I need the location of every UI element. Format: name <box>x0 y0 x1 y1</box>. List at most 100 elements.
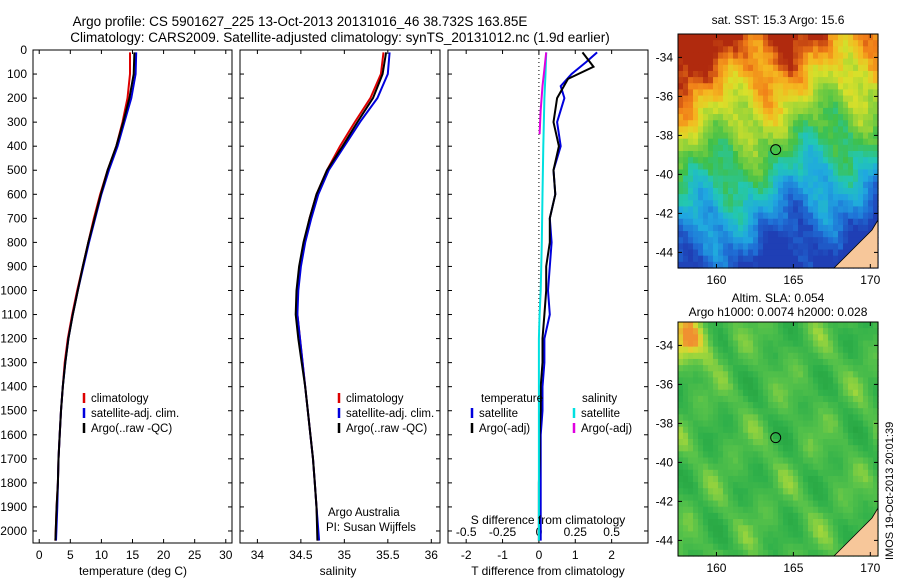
map-cell <box>758 243 764 251</box>
map-cell <box>778 83 784 91</box>
map-cell <box>733 488 739 496</box>
map-cell <box>778 475 784 483</box>
map-cell <box>738 58 744 66</box>
map-cell <box>728 126 734 134</box>
map-cell <box>713 138 719 146</box>
map-cell <box>688 194 694 201</box>
map-cell <box>848 494 854 502</box>
map-cell <box>723 144 729 152</box>
series-line <box>538 52 548 135</box>
map-cell <box>833 383 839 391</box>
map-cell <box>708 224 714 232</box>
map-cell <box>818 114 824 121</box>
map-cell <box>843 340 849 348</box>
map-cell <box>863 352 869 360</box>
map-cell <box>708 328 714 335</box>
map-cell <box>693 218 699 226</box>
map-cell <box>783 77 789 84</box>
map-cell <box>808 132 814 140</box>
map-cell <box>743 537 749 545</box>
map-cell <box>748 114 754 121</box>
map-cell <box>738 494 744 502</box>
map-cell <box>853 494 859 502</box>
map-cell <box>693 463 699 471</box>
map-cell <box>833 175 839 183</box>
map-cell <box>713 543 719 551</box>
map-cell <box>683 340 689 348</box>
map-cell <box>798 328 804 335</box>
map-cell <box>738 340 744 348</box>
map-cell <box>698 89 704 97</box>
map-cell <box>733 469 739 477</box>
map-cell <box>683 40 689 47</box>
map-cell <box>773 212 779 220</box>
map-cell <box>783 519 789 526</box>
map-cell <box>768 322 774 329</box>
map-cell <box>778 469 784 477</box>
map-cell <box>763 138 769 146</box>
map-cell <box>723 463 729 471</box>
map-cell <box>843 114 849 121</box>
map-cell <box>703 175 709 183</box>
map-cell <box>828 340 834 348</box>
map-cell <box>833 457 839 465</box>
map-cell <box>703 126 709 134</box>
map-cell <box>703 237 709 244</box>
map-cell <box>758 371 764 379</box>
map-cell <box>698 439 704 446</box>
map-cell <box>858 328 864 335</box>
map-cell <box>733 395 739 403</box>
map-cell <box>858 95 864 103</box>
map-cell <box>833 138 839 146</box>
map-cell <box>798 169 804 177</box>
map-cell <box>718 46 724 54</box>
map-cell <box>748 482 754 489</box>
map-cell <box>738 463 744 471</box>
map-cell <box>693 194 699 201</box>
map-cell <box>733 389 739 397</box>
map-cell <box>848 383 854 391</box>
map-cell <box>853 482 859 489</box>
map-cell <box>793 525 799 532</box>
map-cell <box>783 237 789 244</box>
map-cell <box>733 537 739 545</box>
map-cell <box>728 426 734 434</box>
map-cell <box>753 95 759 103</box>
map-cell <box>838 218 844 226</box>
map-cell <box>833 224 839 232</box>
map-cell <box>768 488 774 496</box>
map-cell <box>828 107 834 115</box>
map-cell <box>828 163 834 171</box>
map-cell <box>698 46 704 54</box>
map-cell <box>798 519 804 526</box>
map-cell <box>788 482 794 489</box>
map-cell <box>723 358 729 366</box>
map-cell <box>728 249 734 257</box>
map-cell <box>693 525 699 532</box>
map-cell <box>728 377 734 385</box>
map-cell <box>708 494 714 502</box>
map-cell <box>863 77 869 84</box>
map-cell <box>818 169 824 177</box>
map-cell <box>763 525 769 532</box>
map-cell <box>833 365 839 372</box>
map-cell <box>713 144 719 152</box>
map-cell <box>693 420 699 428</box>
map-cell <box>728 144 734 152</box>
map-cell <box>688 52 694 60</box>
map-cell <box>783 358 789 366</box>
map-cell <box>828 151 834 158</box>
map-cell <box>868 506 874 514</box>
map-cell <box>863 181 869 189</box>
map-cell <box>703 77 709 84</box>
map-cell <box>813 261 819 269</box>
map-cell <box>718 371 724 379</box>
map-cell <box>843 200 849 208</box>
map-cell <box>708 163 714 171</box>
map-cell <box>743 457 749 465</box>
map-cell <box>823 138 829 146</box>
map-cell <box>728 70 734 78</box>
map-cell <box>813 463 819 471</box>
map-cell <box>733 358 739 366</box>
map-cell <box>788 408 794 415</box>
